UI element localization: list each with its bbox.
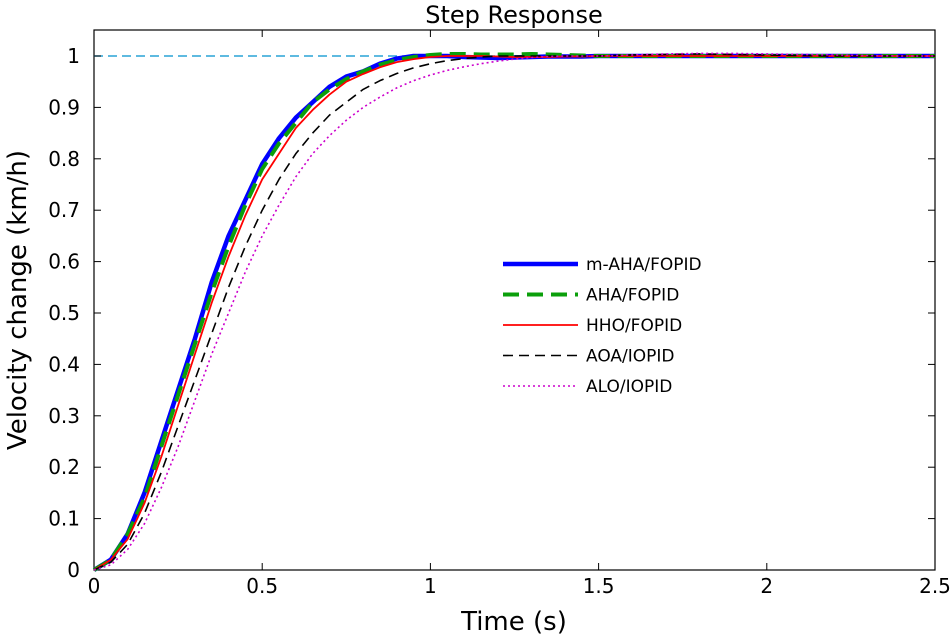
y-tick-label: 1	[67, 44, 80, 68]
plot-area: 0 0.5 1 1.5 2 2.5 0 0.1 0.2 0.3 0.4 0.5 0.6 0.7 0.8 0.9…	[48, 29, 951, 598]
y-tick-label: 0.7	[48, 198, 80, 222]
legend-label: ALO/IOPID	[586, 377, 672, 397]
y-tick-label: 0.5	[48, 301, 80, 325]
legend-label: m-AHA/FOPID	[586, 255, 702, 275]
legend-label: AOA/IOPID	[586, 347, 675, 367]
y-tick-label: 0.9	[48, 95, 80, 119]
y-tick-label: 0.2	[48, 455, 80, 479]
plot-frame	[93, 29, 936, 571]
y-tick-label: 0.4	[48, 352, 80, 376]
y-tick-label: 0	[67, 558, 80, 582]
legend: m-AHA/FOPID AHA/FOPID HHO/FOPID AOA/IOPID AL…	[503, 255, 702, 397]
series-line-aha-fopid	[92, 51, 935, 572]
x-tick-label: 0.5	[246, 574, 278, 598]
legend-label: HHO/FOPID	[586, 316, 682, 336]
x-tick-label: 2	[760, 574, 773, 598]
x-tick-label: 1	[424, 574, 437, 598]
chart-title: Step Response	[425, 1, 603, 29]
x-axis-title: Time (s)	[460, 607, 567, 637]
series-line-m-aha-fopid	[92, 53, 935, 572]
legend-label: AHA/FOPID	[586, 286, 679, 306]
series-line-hho-fopid	[93, 55, 935, 571]
y-tick-label: 0.6	[48, 250, 80, 274]
y-axis-title: Velocity change (km/h)	[3, 150, 33, 450]
x-tick-label: 1.5	[583, 574, 615, 598]
x-tick-label: 2.5	[919, 574, 951, 598]
y-tick-label: 0.3	[48, 404, 80, 428]
y-tick-label: 0.8	[48, 147, 80, 171]
series-line-aoa-iopid	[93, 53, 935, 571]
x-tick-label: 0	[88, 574, 101, 598]
y-tick-label: 0.1	[48, 507, 80, 531]
